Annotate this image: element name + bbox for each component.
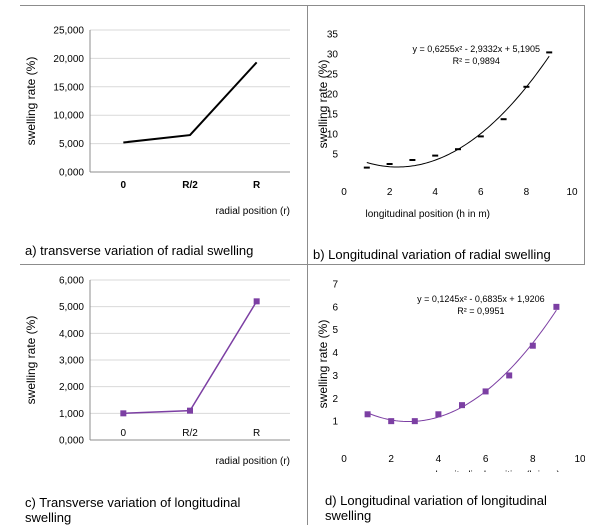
y-axis-label: swelling rate (%) xyxy=(24,316,38,405)
caption-b: b) Longitudinal variation of radial swel… xyxy=(313,247,551,262)
x-tick-label: R xyxy=(253,428,260,439)
x-tick-label: 10 xyxy=(566,187,578,198)
y-tick-label: 20 xyxy=(327,90,339,101)
x-tick-label: 0 xyxy=(121,180,127,191)
y-tick-label: 1 xyxy=(332,417,338,428)
trendline-equation: y = 0,6255x² - 2,9332x + 5,1905 xyxy=(412,44,540,54)
y-tick-label: 7 xyxy=(332,280,338,291)
x-axis-label: longitudinal position (h in m) xyxy=(435,470,560,472)
y-tick-label: 6 xyxy=(332,302,338,313)
caption-c: c) Transverse variation of longitudinal … xyxy=(25,495,241,525)
outer-border-right xyxy=(584,5,585,265)
y-tick-label: 0,000 xyxy=(59,168,84,179)
x-tick-label: R/2 xyxy=(182,180,198,191)
data-point xyxy=(553,303,560,310)
y-tick-label: 25,000 xyxy=(53,26,84,37)
y-axis-label: swelling rate (%) xyxy=(24,57,38,146)
x-axis-label: radial position (r) xyxy=(216,206,290,217)
y-tick-label: 6,000 xyxy=(59,276,84,287)
y-tick-label: 4,000 xyxy=(59,329,84,340)
data-point xyxy=(529,342,536,349)
data-point xyxy=(187,407,193,414)
trendline-r2: R² = 0,9894 xyxy=(453,56,500,66)
x-axis-label: longitudinal position (h in m) xyxy=(365,209,490,220)
y-tick-label: 35 xyxy=(327,30,339,41)
data-point xyxy=(364,411,371,418)
y-tick-label: 2 xyxy=(332,394,338,405)
x-tick-label: 6 xyxy=(483,454,489,465)
data-point xyxy=(435,411,442,418)
x-tick-label: 2 xyxy=(388,454,394,465)
x-tick-label: 0 xyxy=(341,187,347,198)
data-point xyxy=(120,410,127,417)
chart-b: swelling rate (%) longitudinal position (… xyxy=(316,30,578,221)
x-tick-label: 8 xyxy=(530,454,536,465)
y-tick-label: 5,000 xyxy=(59,302,84,313)
x-tick-label: 4 xyxy=(436,454,442,465)
y-tick-label: 5,000 xyxy=(59,139,84,150)
x-tick-label: 2 xyxy=(387,187,393,198)
x-tick-label: 0 xyxy=(341,454,347,465)
outer-border-top xyxy=(20,5,585,6)
data-point xyxy=(459,402,465,409)
vertical-divider xyxy=(307,5,308,525)
x-axis-label: radial position (r) xyxy=(216,456,290,467)
y-tick-label: 25 xyxy=(327,70,339,81)
y-tick-label: 3,000 xyxy=(59,356,84,367)
y-tick-label: 10,000 xyxy=(53,111,84,122)
y-axis-label: swelling rate (%) xyxy=(316,60,330,149)
y-axis-label: swelling rate (%) xyxy=(316,320,330,409)
chart-a: swelling rate (%) radial position (r) 0,00… xyxy=(24,26,290,217)
y-tick-label: 10 xyxy=(327,130,339,141)
chart-d: swelling rate (%) longitudinal position (… xyxy=(316,280,585,473)
x-tick-label: 0 xyxy=(121,428,127,439)
x-tick-label: 6 xyxy=(478,187,484,198)
y-tick-label: 15,000 xyxy=(53,82,84,93)
y-tick-label: 5 xyxy=(332,150,338,161)
x-tick-label: 4 xyxy=(432,187,438,198)
y-tick-label: 4 xyxy=(332,348,338,359)
trendline-equation: y = 0,1245x² - 0,6835x + 1,9206 xyxy=(417,294,545,304)
chart-c: swelling rate (%) radial position (r) 0,00… xyxy=(24,276,290,467)
y-tick-label: 2,000 xyxy=(59,382,84,393)
data-point xyxy=(482,388,489,395)
y-tick-label: 30 xyxy=(327,50,339,61)
series-line xyxy=(123,300,258,415)
horizontal-divider xyxy=(20,264,585,265)
series-line xyxy=(123,61,258,144)
data-point xyxy=(506,372,513,379)
caption-d: d) Longitudinal variation of longitudina… xyxy=(325,493,547,523)
data-point xyxy=(411,418,418,425)
y-tick-label: 20,000 xyxy=(53,54,84,65)
y-tick-label: 3 xyxy=(332,371,338,382)
y-tick-label: 0,000 xyxy=(59,436,84,447)
x-tick-label: R xyxy=(253,180,261,191)
y-tick-label: 1,000 xyxy=(59,409,84,420)
trendline xyxy=(366,55,550,168)
x-tick-label: 8 xyxy=(524,187,530,198)
y-tick-label: 5 xyxy=(332,325,338,336)
x-tick-label: 10 xyxy=(574,454,585,465)
caption-a: a) transverse variation of radial swelli… xyxy=(25,243,254,258)
x-tick-label: R/2 xyxy=(182,428,198,439)
trendline-r2: R² = 0,9951 xyxy=(457,306,504,316)
data-point xyxy=(388,418,395,425)
data-point xyxy=(253,298,260,305)
y-tick-label: 15 xyxy=(327,110,339,121)
